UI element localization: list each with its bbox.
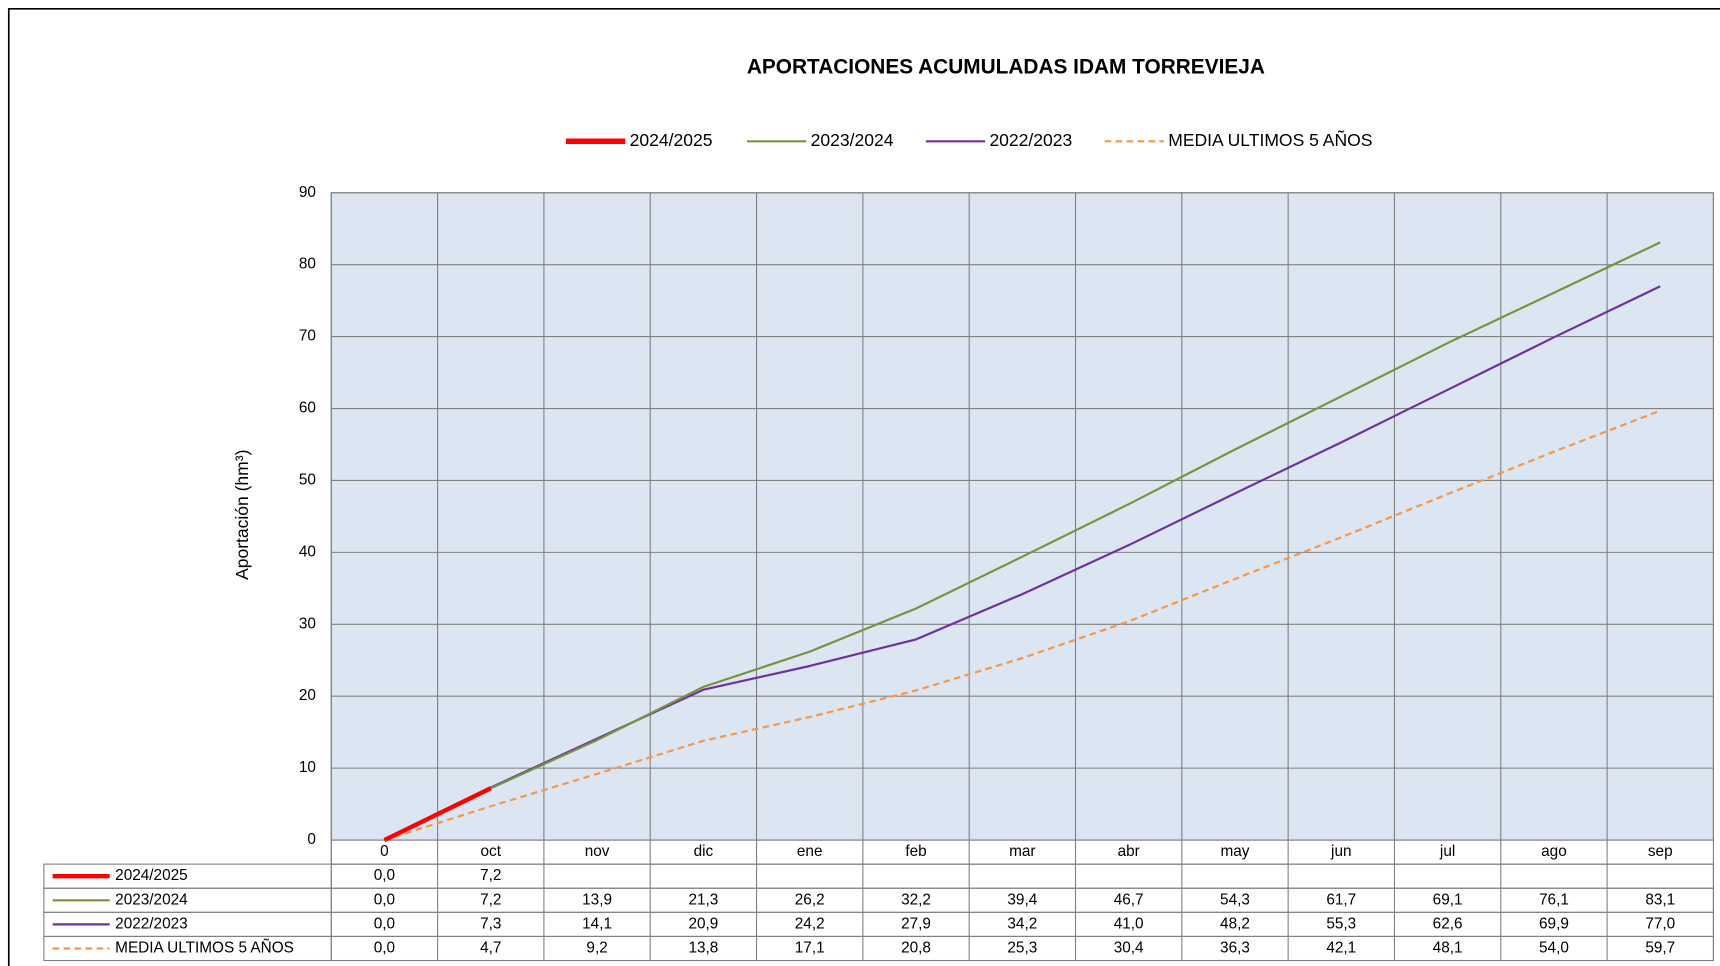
table-value: 7,2 [480, 867, 501, 884]
table-value: 26,2 [795, 891, 825, 908]
y-tick-label: 10 [299, 759, 316, 776]
x-tick-label: abr [1118, 843, 1140, 860]
x-tick-label: 0 [380, 843, 389, 860]
x-tick-label: nov [585, 843, 610, 860]
table-value: 42,1 [1326, 940, 1356, 957]
y-tick-label: 0 [307, 831, 316, 848]
x-tick-label: ago [1541, 843, 1567, 860]
table-value: 77,0 [1645, 915, 1675, 932]
table-value: 30,4 [1114, 940, 1144, 957]
table-value: 76,1 [1539, 891, 1569, 908]
legend-label: MEDIA ULTIMOS 5 AÑOS [1168, 129, 1372, 150]
table-value: 20,8 [901, 940, 931, 957]
table-value: 7,3 [480, 915, 501, 932]
x-tick-label: dic [694, 843, 714, 860]
x-tick-label: mar [1009, 843, 1035, 860]
y-tick-label: 90 [299, 184, 316, 201]
table-value: 46,7 [1114, 891, 1144, 908]
table-value: 83,1 [1645, 891, 1675, 908]
series-line [383, 786, 492, 843]
table-value: 0,0 [374, 867, 395, 884]
series-line [383, 285, 1661, 842]
table-series-name: 2023/2024 [115, 891, 188, 908]
series-line [384, 409, 1661, 842]
x-tick-label: ene [797, 843, 823, 860]
frame [7, 7, 1720, 966]
table-value: 54,3 [1220, 891, 1250, 908]
table-row [43, 935, 1714, 962]
table-series-name: 2024/2025 [115, 867, 188, 884]
legend-label: 2024/2025 [630, 130, 713, 150]
table-value: 59,7 [1645, 940, 1675, 957]
table-series-name: 2022/2023 [115, 915, 188, 932]
table-value: 24,2 [795, 915, 825, 932]
y-tick-label: 70 [299, 328, 316, 345]
x-tick-label: jul [1439, 843, 1455, 860]
y-tick-label: 60 [299, 400, 316, 417]
series-line [383, 241, 1661, 842]
table-series-name: MEDIA ULTIMOS 5 AÑOS [115, 940, 294, 957]
table-value: 55,3 [1326, 915, 1356, 932]
table-value: 34,2 [1007, 915, 1037, 932]
x-tick-label: feb [905, 843, 926, 860]
y-tick-label: 20 [299, 687, 316, 704]
table-value: 0,0 [374, 915, 395, 932]
table-value: 54,0 [1539, 940, 1569, 957]
legend-label: 2022/2023 [989, 130, 1072, 150]
table-value: 13,9 [582, 891, 612, 908]
y-tick-label: 80 [299, 256, 316, 273]
table-value: 48,1 [1433, 940, 1463, 957]
table-value: 27,9 [901, 915, 931, 932]
table-value: 4,7 [480, 940, 501, 957]
table-value: 13,8 [688, 940, 718, 957]
table-value: 61,7 [1326, 891, 1356, 908]
table-value: 39,4 [1007, 891, 1037, 908]
table-value: 62,6 [1433, 915, 1463, 932]
table-value: 32,2 [901, 891, 931, 908]
x-tick-label: sep [1648, 843, 1673, 860]
y-tick-label: 40 [299, 543, 316, 560]
table-value: 69,1 [1433, 891, 1463, 908]
table-value: 9,2 [586, 940, 607, 957]
table-value: 14,1 [582, 915, 612, 932]
table-value: 0,0 [374, 891, 395, 908]
table-value: 25,3 [1007, 940, 1037, 957]
table-value: 0,0 [374, 940, 395, 957]
table-value: 7,2 [480, 891, 501, 908]
y-tick-label: 50 [299, 471, 316, 488]
table-value: 21,3 [688, 891, 718, 908]
table-value: 20,9 [688, 915, 718, 932]
table-value: 69,9 [1539, 915, 1569, 932]
y-axis-label: Aportación (hm³) [232, 450, 252, 580]
table-value: 36,3 [1220, 940, 1250, 957]
legend-label: 2023/2024 [811, 130, 894, 150]
chart-title: APORTACIONES ACUMULADAS IDAM TORREVIEJA [747, 55, 1265, 78]
table-value: 17,1 [795, 940, 825, 957]
y-tick-label: 30 [299, 615, 316, 632]
x-tick-label: may [1220, 843, 1249, 860]
table-value: 48,2 [1220, 915, 1250, 932]
x-tick-label: jun [1330, 843, 1351, 860]
x-tick-label: oct [481, 843, 502, 860]
table-value: 41,0 [1114, 915, 1144, 932]
plot-area [330, 192, 1714, 841]
